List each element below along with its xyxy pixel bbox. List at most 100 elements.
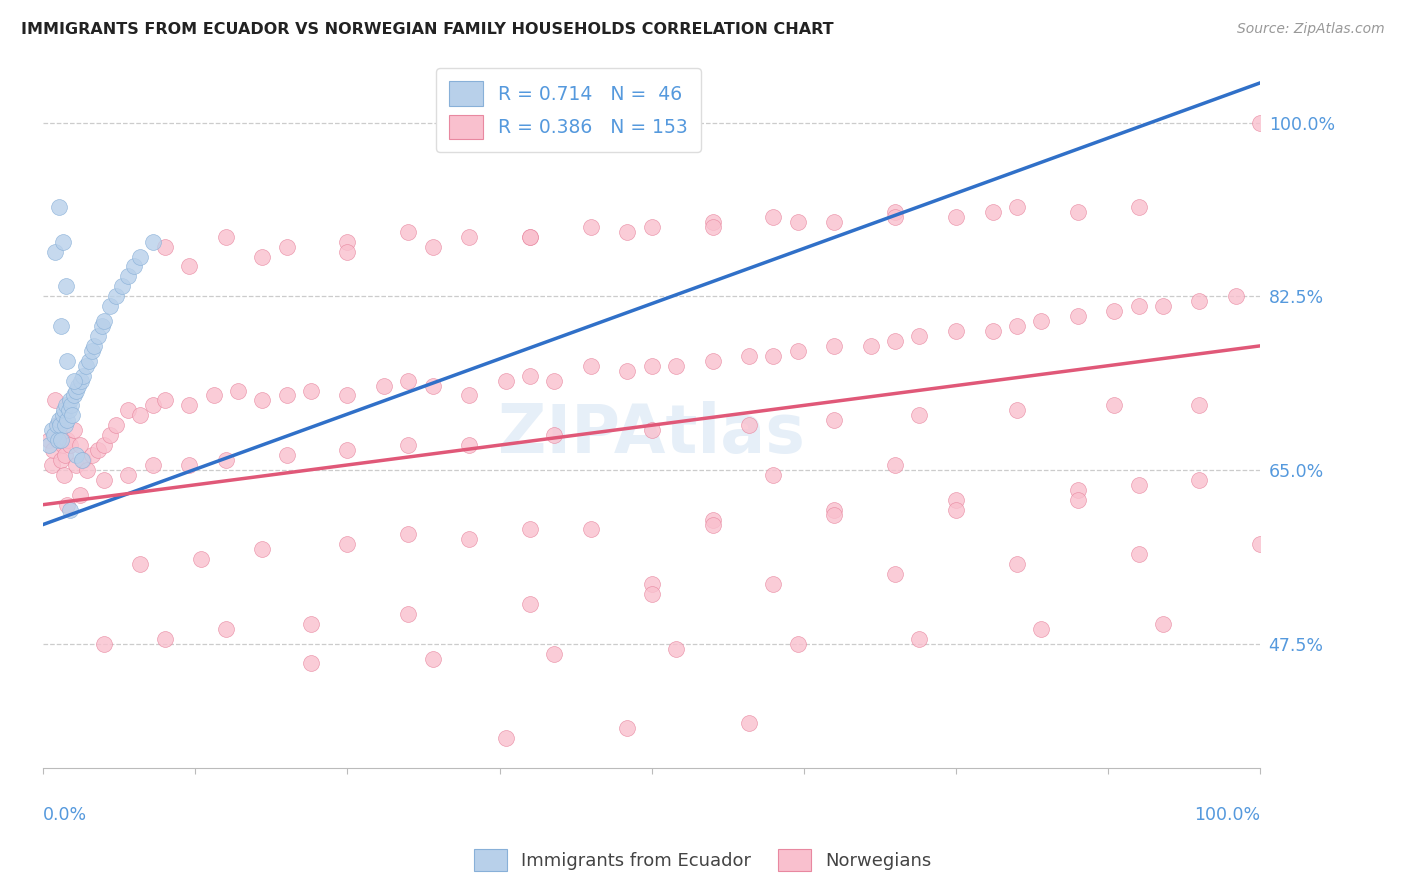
Point (616, 225, 638, 239)
Point (93, 438, 115, 452)
Point (823, 413, 845, 427)
Text: 100.0%: 100.0% (1194, 805, 1260, 824)
Point (336, 388, 359, 402)
Point (179, 458, 201, 472)
Point (981, 204, 1004, 219)
Point (859, 339, 882, 353)
Point (396, 438, 419, 452)
Point (75, 359, 97, 373)
Point (46, 433, 69, 447)
Point (1067, 204, 1090, 219)
Point (76, 463, 98, 477)
Point (45, 418, 67, 433)
Point (59, 438, 82, 452)
Point (641, 423, 664, 437)
Point (215, 453, 238, 467)
Point (786, 637, 808, 651)
Point (786, 343, 808, 358)
Point (55, 398, 77, 412)
Point (738, 349, 761, 363)
Point (495, 731, 517, 745)
Point (908, 409, 931, 423)
Point (1188, 398, 1211, 412)
Point (702, 215, 724, 229)
Point (299, 616, 322, 631)
Point (702, 219, 724, 234)
Point (458, 533, 481, 547)
Point (65, 448, 87, 462)
Text: ZIPAtlas: ZIPAtlas (498, 401, 806, 467)
Point (1067, 483, 1090, 497)
Point (702, 517, 724, 532)
Point (1005, 558, 1028, 572)
Point (641, 359, 664, 373)
Point (72, 368, 94, 383)
Point (579, 523, 602, 537)
Point (1152, 299, 1174, 313)
Point (823, 339, 845, 353)
Point (823, 215, 845, 229)
Point (105, 418, 128, 433)
Point (153, 632, 176, 646)
Point (51, 318, 73, 333)
Point (616, 364, 638, 378)
Point (44, 393, 66, 408)
Point (884, 567, 907, 582)
Point (93, 637, 115, 651)
Point (65, 458, 87, 472)
Point (519, 229, 541, 244)
Point (179, 398, 201, 412)
Point (87, 443, 110, 458)
Point (641, 219, 664, 234)
Point (579, 219, 602, 234)
Point (190, 552, 212, 566)
Point (49, 433, 72, 447)
Point (1102, 304, 1125, 318)
Point (884, 458, 907, 472)
Point (51, 453, 73, 467)
Point (46, 418, 69, 433)
Point (250, 393, 273, 408)
Point (117, 269, 139, 284)
Point (945, 324, 967, 338)
Point (60, 409, 83, 423)
Point (52, 403, 75, 417)
Point (1128, 200, 1150, 214)
Point (1188, 473, 1211, 487)
Point (1005, 403, 1028, 417)
Point (495, 374, 517, 388)
Point (56, 433, 79, 447)
Point (422, 239, 444, 253)
Point (142, 398, 165, 412)
Point (62, 374, 84, 388)
Point (884, 334, 907, 348)
Point (59, 393, 82, 408)
Text: IMMIGRANTS FROM ECUADOR VS NORWEGIAN FAMILY HOUSEHOLDS CORRELATION CHART: IMMIGRANTS FROM ECUADOR VS NORWEGIAN FAM… (21, 22, 834, 37)
Point (823, 508, 845, 522)
Point (884, 204, 907, 219)
Point (336, 443, 359, 458)
Point (1102, 398, 1125, 412)
Point (299, 384, 322, 398)
Point (111, 279, 134, 293)
Point (543, 374, 565, 388)
Point (202, 388, 225, 402)
Point (52, 235, 75, 249)
Point (90, 318, 112, 333)
Point (762, 467, 785, 482)
Point (38, 438, 60, 452)
Point (616, 721, 638, 735)
Point (98, 299, 121, 313)
Point (884, 210, 907, 224)
Legend: R = 0.714   N =  46, R = 0.386   N = 153: R = 0.714 N = 46, R = 0.386 N = 153 (436, 69, 700, 153)
Point (80, 343, 103, 358)
Point (80, 448, 103, 462)
Point (41, 423, 63, 437)
Point (250, 542, 273, 557)
Point (336, 244, 359, 259)
Point (276, 388, 298, 402)
Point (1249, 537, 1271, 551)
Point (276, 239, 298, 253)
Point (762, 349, 785, 363)
Point (153, 239, 176, 253)
